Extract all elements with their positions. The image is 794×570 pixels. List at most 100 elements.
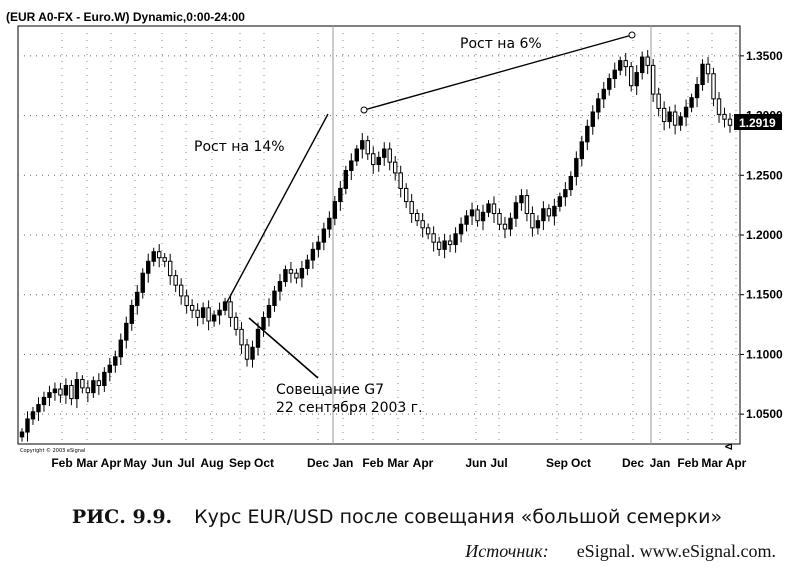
candle-body	[453, 233, 458, 246]
candle-body	[689, 97, 694, 108]
candle-body	[700, 63, 705, 86]
candle-body	[678, 116, 683, 126]
candle-body	[244, 344, 250, 360]
x-tick-label: Oct	[571, 456, 591, 470]
y-axis-labels: 1.05001.10001.15001.20001.25001.30001.35…	[740, 49, 783, 421]
candle-body	[151, 251, 156, 262]
candle-body	[178, 284, 184, 297]
copyright-text: Copyright © 2003 eSignal	[20, 447, 85, 454]
candle-body	[634, 72, 639, 87]
x-tick-label: Jun	[465, 456, 486, 470]
x-axis-labels: Feb Mar Apr May Jun Jul Aug Sep Oct Dec Jan Feb Mar A…	[51, 456, 746, 470]
candle-body	[464, 215, 469, 225]
growth-6-end-dot	[628, 31, 636, 39]
candle-body	[711, 73, 716, 100]
annotation-g7-meeting: Совещание G7 22 сентября 2003 г.	[248, 317, 423, 416]
candle-body	[189, 304, 195, 311]
candle-body	[387, 148, 392, 163]
candle-body	[425, 227, 431, 235]
x-tick-label: Jan	[333, 456, 354, 470]
candle-body	[266, 304, 272, 318]
candle-body	[645, 56, 650, 66]
source-line: Источник: eSignal. www.eSignal.com.	[465, 541, 776, 562]
x-tick-label: Feb	[677, 456, 698, 470]
candle-body	[321, 228, 327, 243]
x-tick-label: Dec	[622, 456, 644, 470]
candle-body	[360, 140, 365, 150]
y-tick-label: 1.1500	[746, 288, 783, 302]
candle-body	[85, 387, 91, 394]
candle-body	[19, 431, 25, 438]
last-price-box	[734, 114, 782, 130]
candle-body	[596, 98, 601, 113]
candle-body	[409, 201, 414, 215]
x-tick-label: Aug	[200, 456, 223, 470]
price-chart: (EUR A0-FX - Euro.W) Dynamic,0:00-24:00 …	[6, 10, 783, 470]
candle-body	[338, 187, 343, 203]
candles	[19, 50, 733, 442]
x-tick-label: Mar	[76, 456, 98, 470]
g7-label-line2: 22 сентября 2003 г.	[276, 400, 423, 416]
x-tick-label: Oct	[254, 456, 274, 470]
growth-14-line	[225, 113, 329, 305]
annotation-growth-6: Рост на 6%	[360, 31, 636, 114]
candle-body	[74, 379, 80, 400]
candle-body	[173, 275, 178, 286]
candle-body	[629, 66, 634, 87]
candle-body	[579, 141, 585, 160]
candle-body	[568, 175, 574, 191]
figure-caption: РИС. 9.9. Курс EUR/USD после совещания «б…	[0, 506, 794, 528]
candle-body	[272, 290, 277, 306]
candle-body	[557, 196, 563, 207]
candle-body	[354, 148, 359, 162]
candle-body	[508, 217, 513, 230]
separator-lines	[332, 26, 652, 444]
candle-body	[63, 384, 69, 396]
candle-body	[250, 346, 255, 360]
candle-body	[261, 316, 266, 330]
x-tick-label: Feb	[51, 456, 72, 470]
x-tick-label: Apr	[413, 456, 434, 470]
y-tick-label: 1.3500	[746, 49, 783, 63]
candle-body	[332, 201, 338, 219]
candle-body	[552, 205, 557, 217]
candle-body	[574, 158, 579, 177]
candle-body	[69, 384, 74, 400]
annotation-growth-14: Рост на 14%	[194, 113, 329, 305]
candle-body	[612, 69, 617, 80]
figure-number: РИС. 9.9.	[71, 506, 173, 528]
candle-body	[102, 371, 107, 386]
candle-body	[255, 328, 261, 348]
candle-body	[716, 98, 722, 115]
growth-6-start-dot	[360, 106, 368, 114]
growth-6-line	[363, 34, 633, 111]
figure-title: Курс EUR/USD после совещания «большой се…	[194, 506, 723, 528]
growth-14-label: Рост на 14%	[194, 139, 285, 155]
candle-body	[162, 257, 167, 262]
g7-label-line1: Совещание G7	[276, 382, 384, 398]
candle-body	[47, 392, 52, 398]
candle-body	[36, 404, 41, 413]
candle-body	[25, 418, 30, 433]
chart-title: (EUR A0-FX - Euro.W) Dynamic,0:00-24:00	[6, 10, 245, 24]
candle-body	[524, 195, 530, 215]
x-tick-label: Dec	[307, 456, 329, 470]
candle-body	[436, 241, 442, 250]
y-tick-label: 1.2000	[746, 228, 783, 242]
candle-body	[107, 364, 113, 373]
candle-body	[343, 170, 349, 189]
x-tick-label: May	[123, 456, 147, 470]
y-tick-label: 1.0500	[746, 407, 783, 421]
source-text: eSignal. www.eSignal.com.	[576, 541, 776, 561]
candle-body	[656, 93, 661, 109]
x-tick-label: Apr	[101, 456, 122, 470]
candle-body	[376, 156, 381, 166]
candle-body	[585, 125, 590, 143]
candle-body	[727, 118, 733, 126]
candle-body	[639, 56, 645, 74]
candle-body	[403, 187, 409, 203]
growth-6-label: Рост на 6%	[460, 36, 542, 52]
candle-body	[530, 213, 535, 229]
candle-body	[601, 88, 606, 100]
candle-body	[140, 272, 145, 293]
